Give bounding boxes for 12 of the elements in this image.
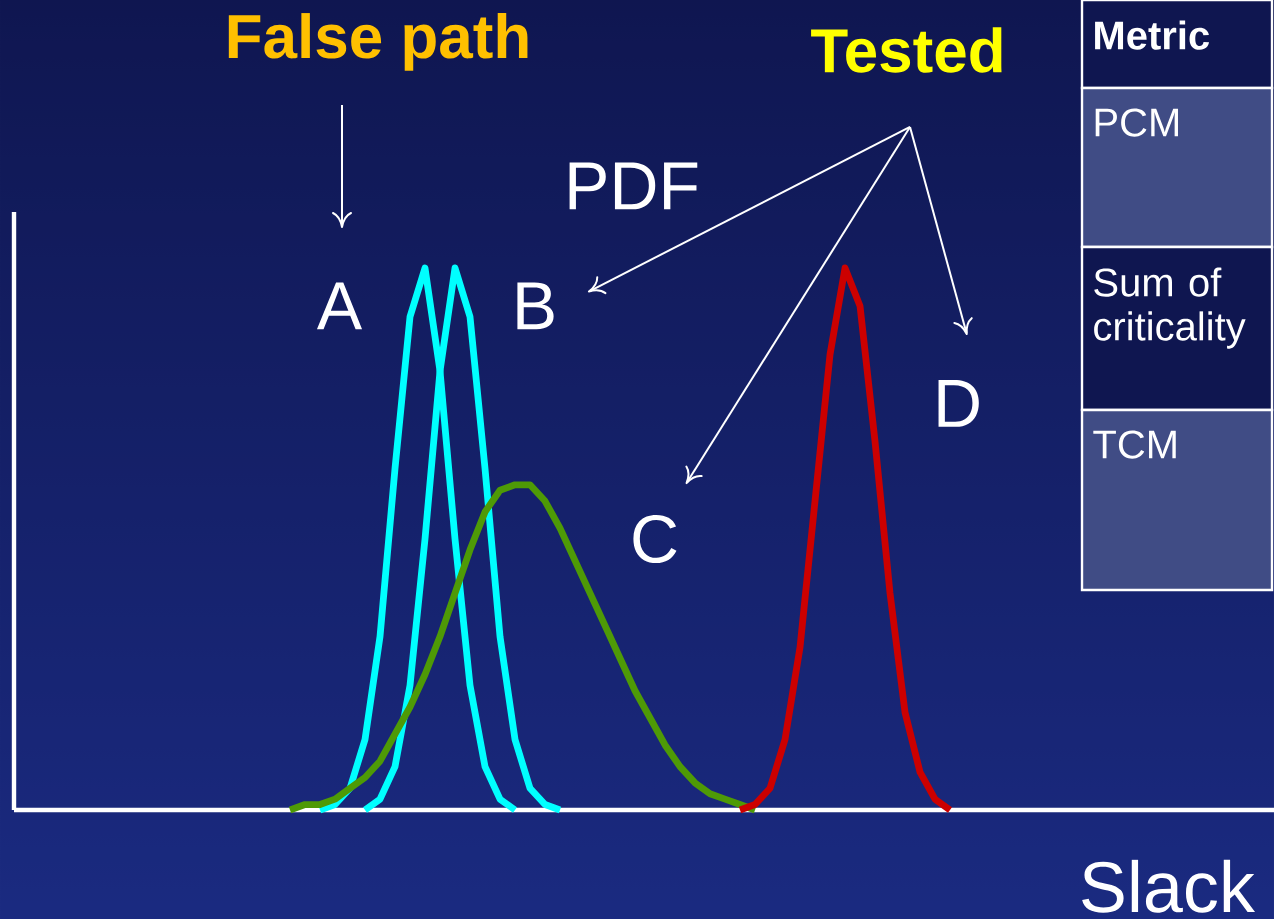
series-label: D bbox=[938, 380, 979, 427]
text: Tested bbox=[811, 27, 1002, 73]
text: PDF bbox=[569, 162, 698, 210]
text: PCM bbox=[1095, 108, 1178, 137]
text: TCM bbox=[1093, 430, 1176, 459]
text: False path bbox=[228, 13, 528, 71]
text: Metric bbox=[1095, 20, 1210, 50]
series-label: C bbox=[633, 514, 677, 564]
x-axis-title: Slack bbox=[1082, 859, 1256, 913]
series-label: A bbox=[316, 282, 363, 330]
text: Sum of criticality bbox=[1094, 267, 1246, 349]
series-label: B bbox=[517, 282, 554, 330]
